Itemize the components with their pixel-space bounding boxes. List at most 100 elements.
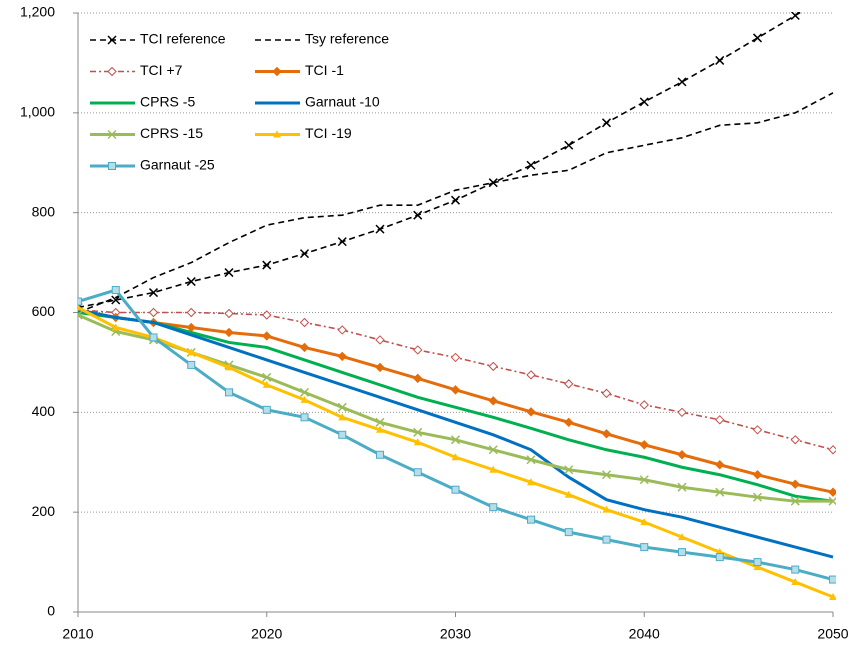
y-tick-label: 600 <box>32 303 56 319</box>
marker <box>790 435 800 445</box>
marker <box>488 396 498 406</box>
legend-label: CPRS -15 <box>140 125 203 141</box>
marker <box>111 286 120 295</box>
marker <box>224 268 234 278</box>
marker <box>488 361 498 372</box>
x-tick-label: 2050 <box>817 626 848 642</box>
marker <box>149 333 158 342</box>
marker <box>187 348 196 356</box>
marker <box>526 455 536 465</box>
marker <box>564 465 574 475</box>
marker <box>640 543 649 552</box>
marker <box>78 297 82 306</box>
marker <box>300 413 309 422</box>
x-tick-label: 2010 <box>62 626 93 642</box>
marker <box>262 372 272 382</box>
marker <box>337 351 347 362</box>
marker <box>450 352 461 363</box>
legend-label: TCI reference <box>140 31 226 47</box>
marker <box>715 55 725 65</box>
marker <box>677 407 687 418</box>
marker <box>338 430 347 439</box>
marker <box>752 470 763 480</box>
marker <box>224 308 234 319</box>
y-tick-label: 400 <box>32 403 56 419</box>
marker <box>111 323 120 331</box>
legend-label: Tsy reference <box>305 31 389 47</box>
marker <box>677 450 687 460</box>
marker <box>262 405 271 414</box>
marker <box>602 505 611 513</box>
x-tick-label: 2040 <box>629 626 660 642</box>
marker <box>375 335 385 345</box>
marker <box>107 66 117 77</box>
marker <box>273 130 281 138</box>
legend-label: TCI -19 <box>305 125 352 141</box>
marker <box>375 417 385 427</box>
marker <box>108 162 116 170</box>
marker <box>526 407 536 417</box>
marker <box>413 210 423 220</box>
marker <box>753 558 762 567</box>
marker <box>601 429 612 439</box>
legend-label: Garnaut -25 <box>140 157 215 173</box>
marker <box>225 363 233 371</box>
x-tick-label: 2020 <box>251 626 282 642</box>
marker <box>601 470 612 480</box>
marker <box>337 237 347 247</box>
marker <box>489 503 498 512</box>
marker <box>262 260 272 270</box>
marker <box>225 388 233 397</box>
marker <box>111 295 121 305</box>
marker <box>413 468 422 477</box>
marker <box>564 140 574 150</box>
marker <box>526 370 536 380</box>
marker <box>338 413 347 421</box>
marker <box>677 77 687 87</box>
marker <box>78 310 83 320</box>
legend-label: CPRS -5 <box>140 94 195 110</box>
y-tick-label: 1,000 <box>20 104 55 120</box>
marker <box>752 492 763 502</box>
marker <box>601 118 612 128</box>
series-line <box>78 92 834 314</box>
marker <box>677 482 687 492</box>
marker <box>790 12 800 21</box>
marker <box>107 35 117 45</box>
series-line <box>78 311 834 503</box>
marker <box>451 485 460 494</box>
marker <box>828 487 836 497</box>
marker <box>715 460 725 470</box>
y-tick-label: 1,200 <box>20 4 55 20</box>
marker <box>829 593 836 601</box>
x-tick-label: 2030 <box>440 626 471 642</box>
marker <box>602 535 611 544</box>
marker <box>527 515 535 524</box>
marker <box>791 565 800 574</box>
marker <box>828 496 836 506</box>
series-line <box>78 308 834 559</box>
marker <box>450 195 461 205</box>
marker <box>526 160 536 170</box>
marker <box>715 415 725 425</box>
marker <box>148 288 159 298</box>
marker <box>564 379 574 389</box>
marker <box>639 97 649 107</box>
marker <box>300 395 309 403</box>
marker <box>450 385 461 395</box>
marker <box>262 380 271 388</box>
marker <box>299 342 310 353</box>
legend-label: TCI -1 <box>305 62 344 78</box>
marker <box>413 427 423 437</box>
marker <box>601 388 612 399</box>
marker <box>375 362 385 373</box>
marker <box>450 435 461 445</box>
marker <box>262 310 272 320</box>
y-tick-label: 0 <box>47 603 55 619</box>
marker <box>564 490 573 498</box>
marker <box>564 528 573 537</box>
marker <box>413 345 423 355</box>
marker <box>564 417 574 428</box>
marker <box>272 66 282 77</box>
marker <box>375 224 385 234</box>
